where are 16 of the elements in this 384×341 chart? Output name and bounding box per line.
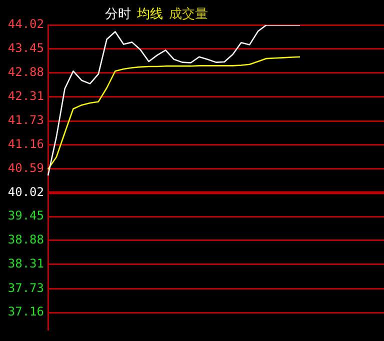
y-tick-label: 41.16 <box>8 137 44 152</box>
y-tick-label: 42.31 <box>8 88 44 103</box>
y-tick-label: 37.73 <box>8 280 44 295</box>
y-tick-label: 42.88 <box>8 64 44 79</box>
y-tick-label: 43.45 <box>8 41 44 56</box>
y-tick-label: 38.31 <box>8 256 44 271</box>
text: 成交量 <box>169 7 208 22</box>
y-tick-label: 44.02 <box>8 17 44 32</box>
y-tick-label: 40.02 <box>8 184 44 199</box>
y-tick-label: 40.59 <box>8 160 44 175</box>
text: 均线 <box>137 7 163 22</box>
y-tick-label: 38.88 <box>8 232 44 247</box>
y-tick-label: 37.16 <box>8 304 44 319</box>
y-tick-label: 41.73 <box>8 113 44 128</box>
y-tick-label: 39.45 <box>8 208 44 223</box>
series-label: 分时 <box>105 7 131 22</box>
